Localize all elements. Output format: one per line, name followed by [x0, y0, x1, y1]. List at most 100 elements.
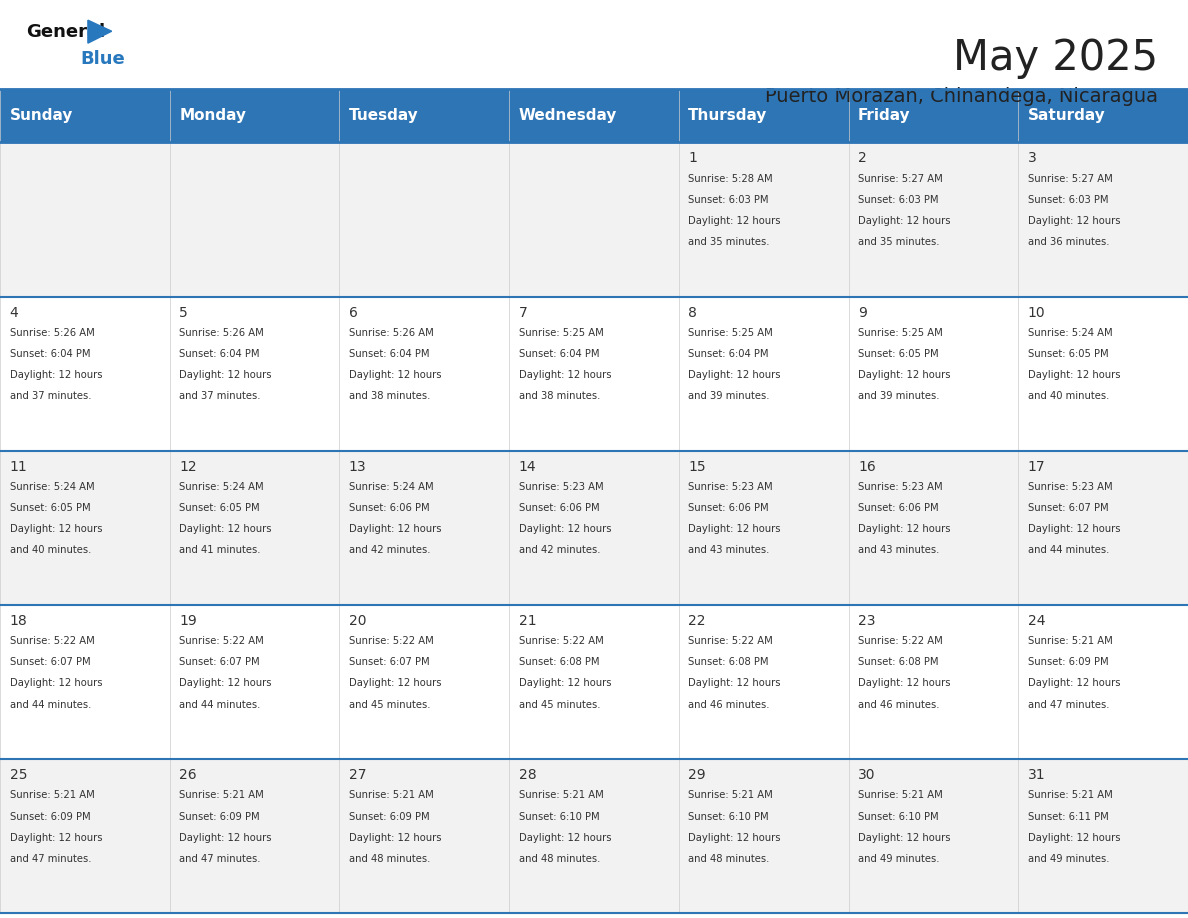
Text: Daylight: 12 hours: Daylight: 12 hours — [688, 524, 781, 534]
Text: Daylight: 12 hours: Daylight: 12 hours — [519, 833, 611, 843]
Polygon shape — [88, 20, 112, 43]
Text: Sunrise: 5:25 AM: Sunrise: 5:25 AM — [858, 328, 943, 338]
Text: and 48 minutes.: and 48 minutes. — [349, 854, 430, 864]
Text: and 48 minutes.: and 48 minutes. — [688, 854, 770, 864]
Text: Sunrise: 5:23 AM: Sunrise: 5:23 AM — [858, 482, 943, 492]
Bar — [0, 759, 170, 913]
Text: Daylight: 12 hours: Daylight: 12 hours — [349, 678, 442, 688]
Text: Blue: Blue — [81, 50, 126, 69]
Text: 24: 24 — [1028, 614, 1045, 628]
Text: 27: 27 — [349, 768, 366, 782]
Text: Sunday: Sunday — [10, 108, 72, 123]
Text: Sunset: 6:05 PM: Sunset: 6:05 PM — [1028, 349, 1108, 359]
Text: Sunset: 6:09 PM: Sunset: 6:09 PM — [1028, 657, 1108, 667]
Text: and 38 minutes.: and 38 minutes. — [349, 391, 430, 401]
Text: Sunset: 6:08 PM: Sunset: 6:08 PM — [519, 657, 599, 667]
Text: 10: 10 — [1028, 306, 1045, 319]
Text: and 47 minutes.: and 47 minutes. — [1028, 700, 1110, 710]
Bar — [1018, 142, 1188, 297]
Text: Sunset: 6:10 PM: Sunset: 6:10 PM — [519, 812, 599, 822]
Text: and 44 minutes.: and 44 minutes. — [179, 700, 260, 710]
Text: Daylight: 12 hours: Daylight: 12 hours — [10, 370, 102, 380]
Text: and 47 minutes.: and 47 minutes. — [179, 854, 260, 864]
Text: 26: 26 — [179, 768, 197, 782]
Text: Sunset: 6:09 PM: Sunset: 6:09 PM — [349, 812, 430, 822]
Text: and 43 minutes.: and 43 minutes. — [858, 545, 940, 555]
Text: Daylight: 12 hours: Daylight: 12 hours — [349, 833, 442, 843]
Text: Sunrise: 5:23 AM: Sunrise: 5:23 AM — [688, 482, 773, 492]
Text: Daylight: 12 hours: Daylight: 12 hours — [688, 833, 781, 843]
Text: and 48 minutes.: and 48 minutes. — [519, 854, 600, 864]
Bar — [848, 297, 1018, 451]
Text: Sunset: 6:07 PM: Sunset: 6:07 PM — [1028, 503, 1108, 513]
Text: and 44 minutes.: and 44 minutes. — [10, 700, 90, 710]
Bar — [678, 89, 848, 142]
Text: 19: 19 — [179, 614, 197, 628]
Text: Daylight: 12 hours: Daylight: 12 hours — [688, 370, 781, 380]
Text: Sunset: 6:06 PM: Sunset: 6:06 PM — [349, 503, 430, 513]
Bar — [170, 759, 340, 913]
Bar — [170, 451, 340, 605]
Text: Sunset: 6:04 PM: Sunset: 6:04 PM — [688, 349, 769, 359]
Text: and 38 minutes.: and 38 minutes. — [519, 391, 600, 401]
Text: Sunrise: 5:21 AM: Sunrise: 5:21 AM — [10, 790, 94, 800]
Text: Sunset: 6:07 PM: Sunset: 6:07 PM — [10, 657, 90, 667]
Text: Saturday: Saturday — [1028, 108, 1106, 123]
Text: 31: 31 — [1028, 768, 1045, 782]
Text: and 43 minutes.: and 43 minutes. — [688, 545, 770, 555]
Text: Daylight: 12 hours: Daylight: 12 hours — [179, 370, 272, 380]
Bar — [340, 605, 510, 759]
Text: 3: 3 — [1028, 151, 1037, 165]
Text: Daylight: 12 hours: Daylight: 12 hours — [1028, 524, 1120, 534]
Text: and 40 minutes.: and 40 minutes. — [1028, 391, 1110, 401]
Text: Daylight: 12 hours: Daylight: 12 hours — [1028, 216, 1120, 226]
Bar — [848, 605, 1018, 759]
Text: 14: 14 — [519, 460, 536, 474]
Bar — [848, 759, 1018, 913]
Text: Sunrise: 5:21 AM: Sunrise: 5:21 AM — [858, 790, 943, 800]
Text: Sunrise: 5:24 AM: Sunrise: 5:24 AM — [10, 482, 94, 492]
Text: 21: 21 — [519, 614, 536, 628]
Text: Sunset: 6:09 PM: Sunset: 6:09 PM — [179, 812, 260, 822]
Text: Daylight: 12 hours: Daylight: 12 hours — [858, 216, 950, 226]
Text: Sunrise: 5:25 AM: Sunrise: 5:25 AM — [688, 328, 773, 338]
Text: and 39 minutes.: and 39 minutes. — [858, 391, 940, 401]
Bar — [1018, 759, 1188, 913]
Text: Daylight: 12 hours: Daylight: 12 hours — [179, 678, 272, 688]
Text: Sunset: 6:09 PM: Sunset: 6:09 PM — [10, 812, 90, 822]
Text: Sunrise: 5:28 AM: Sunrise: 5:28 AM — [688, 174, 773, 184]
Bar — [1018, 605, 1188, 759]
Text: Sunset: 6:11 PM: Sunset: 6:11 PM — [1028, 812, 1108, 822]
Text: Daylight: 12 hours: Daylight: 12 hours — [1028, 833, 1120, 843]
Text: 30: 30 — [858, 768, 876, 782]
Text: Sunset: 6:08 PM: Sunset: 6:08 PM — [858, 657, 939, 667]
Text: Daylight: 12 hours: Daylight: 12 hours — [10, 524, 102, 534]
Bar — [848, 142, 1018, 297]
Text: 18: 18 — [10, 614, 27, 628]
Bar — [848, 89, 1018, 142]
Bar — [678, 451, 848, 605]
Text: 20: 20 — [349, 614, 366, 628]
Bar — [170, 605, 340, 759]
Text: Sunrise: 5:21 AM: Sunrise: 5:21 AM — [179, 790, 264, 800]
Bar — [0, 451, 170, 605]
Bar — [0, 605, 170, 759]
Text: Wednesday: Wednesday — [519, 108, 617, 123]
Bar — [1018, 89, 1188, 142]
Bar — [510, 605, 678, 759]
Text: Daylight: 12 hours: Daylight: 12 hours — [10, 678, 102, 688]
Bar — [170, 142, 340, 297]
Text: Daylight: 12 hours: Daylight: 12 hours — [349, 370, 442, 380]
Text: Daylight: 12 hours: Daylight: 12 hours — [688, 678, 781, 688]
Text: Sunset: 6:06 PM: Sunset: 6:06 PM — [519, 503, 599, 513]
Bar — [1018, 297, 1188, 451]
Text: and 49 minutes.: and 49 minutes. — [1028, 854, 1110, 864]
Bar — [0, 89, 170, 142]
Text: Sunrise: 5:23 AM: Sunrise: 5:23 AM — [1028, 482, 1112, 492]
Text: Daylight: 12 hours: Daylight: 12 hours — [179, 524, 272, 534]
Text: Sunrise: 5:21 AM: Sunrise: 5:21 AM — [1028, 636, 1112, 646]
Bar — [510, 297, 678, 451]
Text: 16: 16 — [858, 460, 876, 474]
Text: Sunrise: 5:22 AM: Sunrise: 5:22 AM — [10, 636, 94, 646]
Text: Daylight: 12 hours: Daylight: 12 hours — [858, 678, 950, 688]
